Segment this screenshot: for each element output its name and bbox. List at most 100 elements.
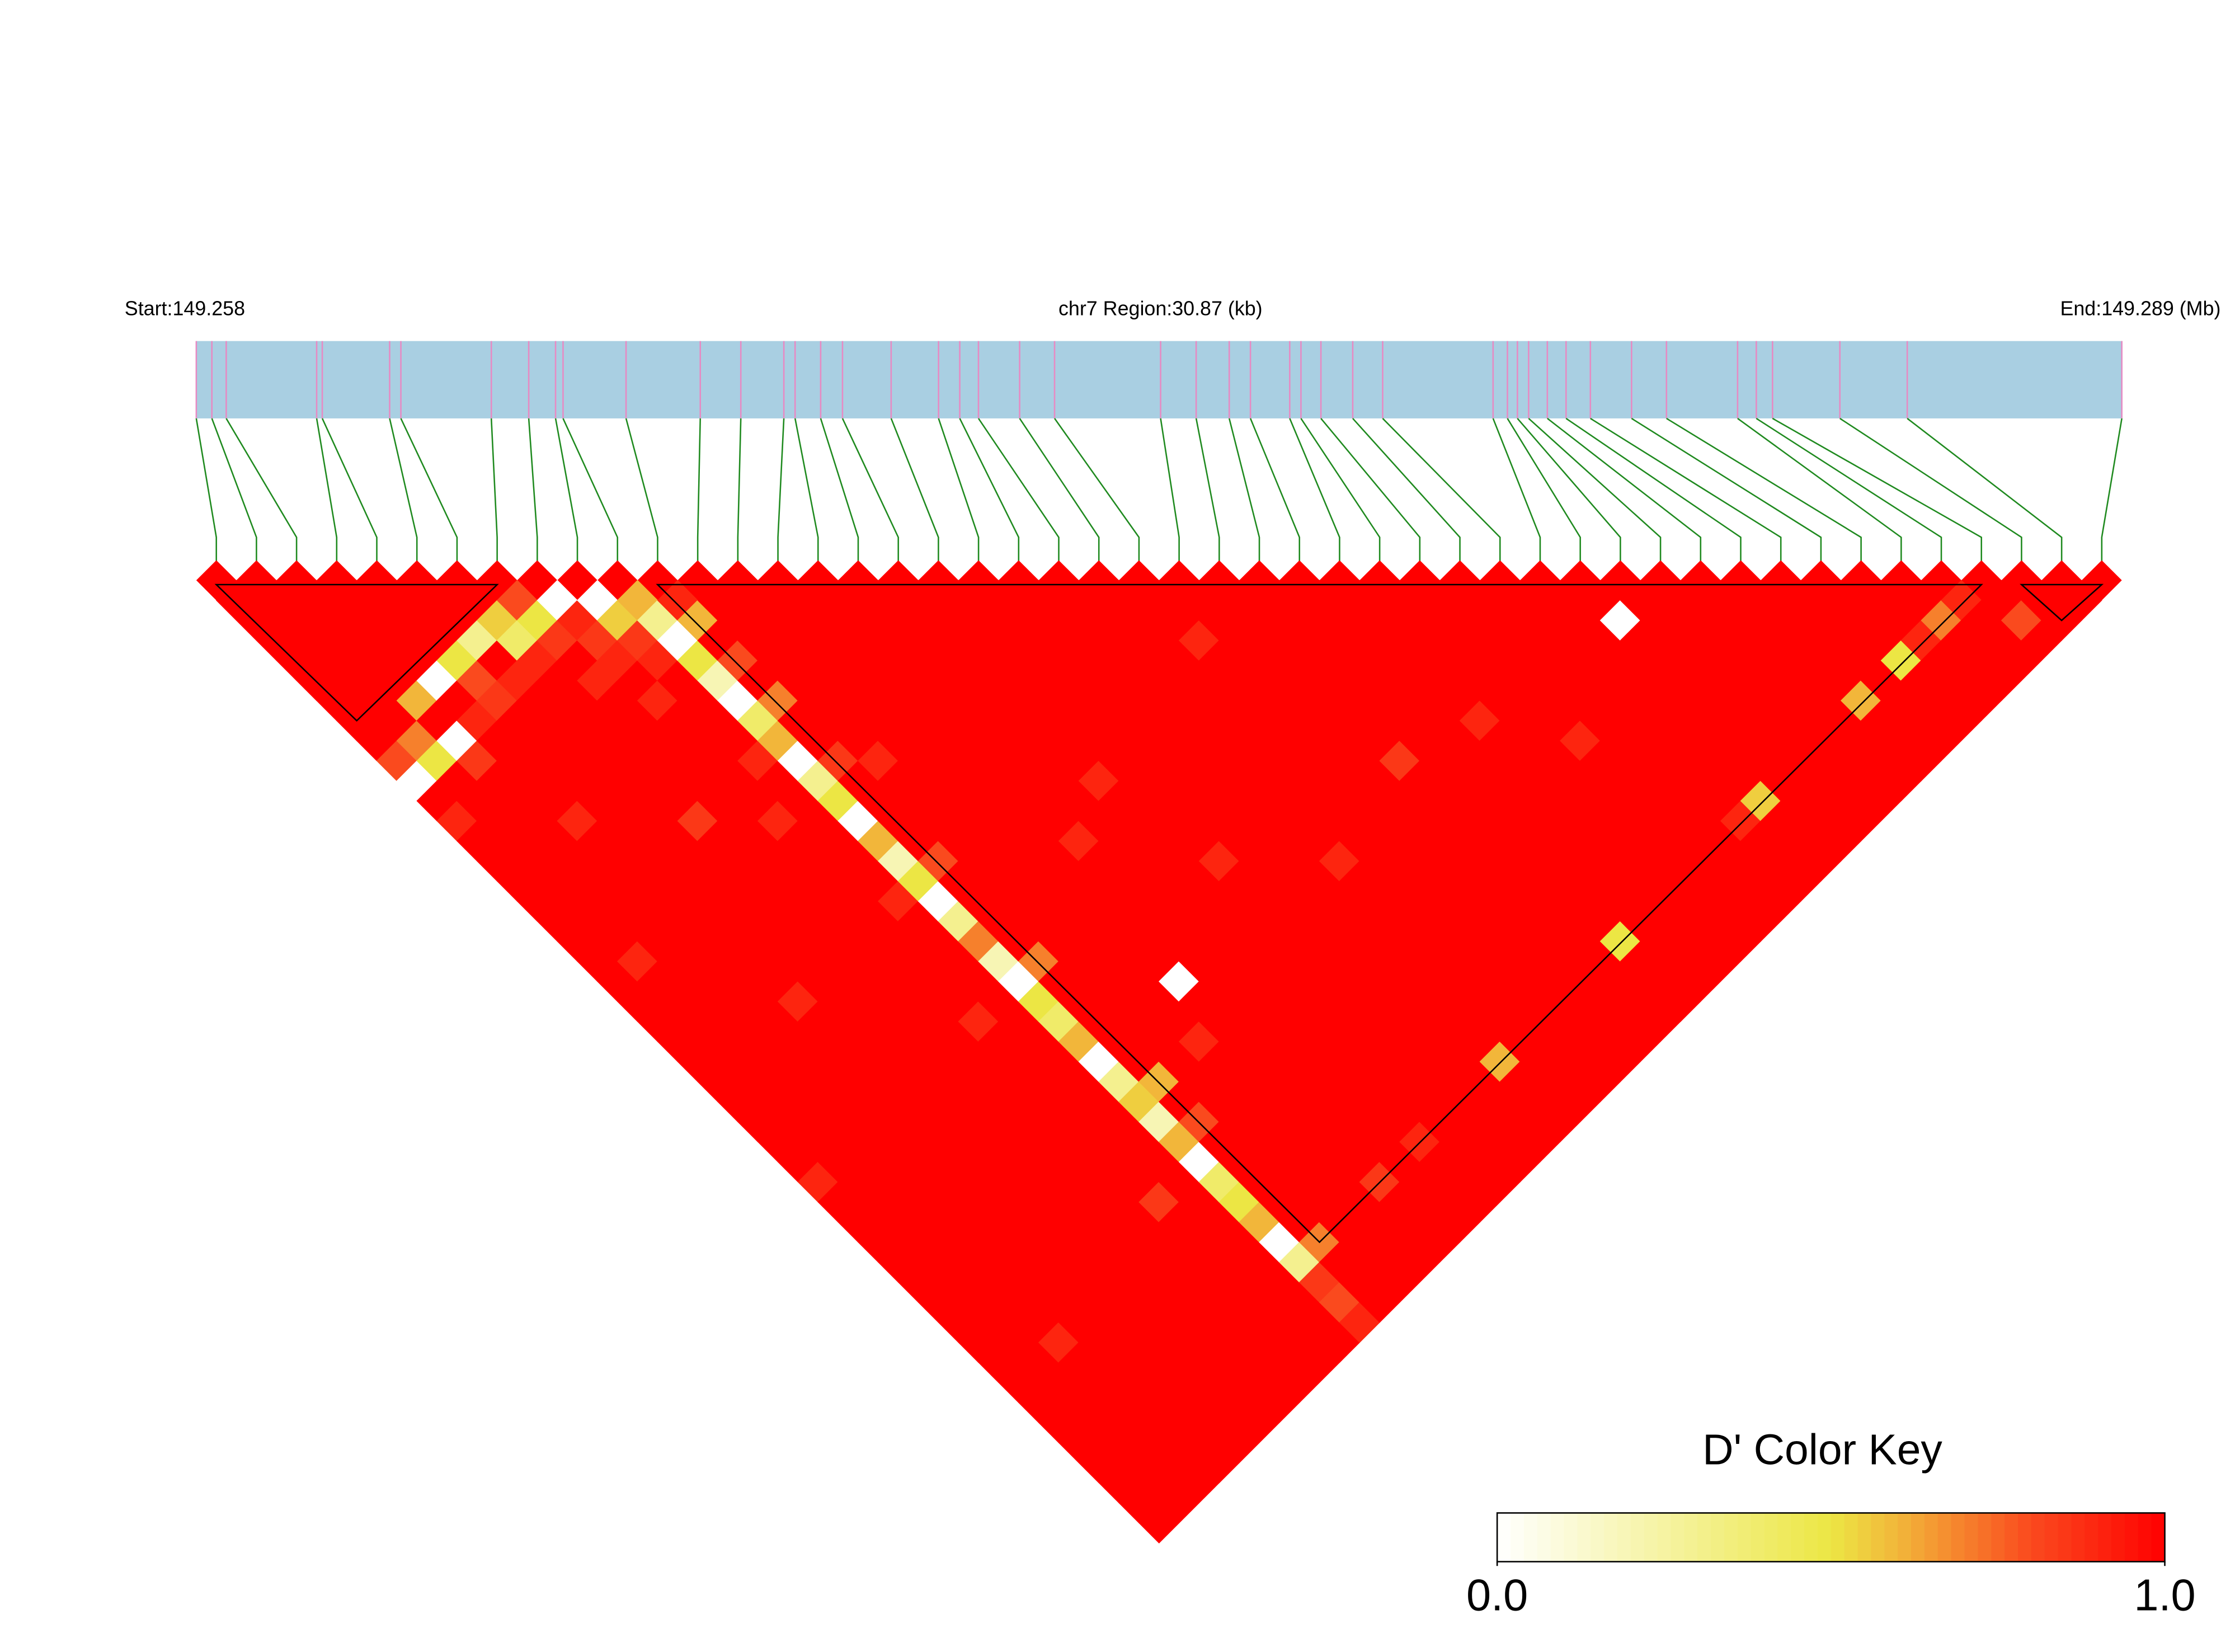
- ld-cell: [1599, 800, 1641, 842]
- ld-cell: [1840, 800, 1882, 842]
- snp-connector: [1228, 418, 1260, 562]
- ld-cell: [917, 640, 959, 681]
- ld-cell: [657, 901, 698, 942]
- snp-connector: [400, 418, 458, 562]
- color-key-step: [1591, 1513, 1605, 1562]
- ld-cell: [1439, 1001, 1481, 1042]
- ld-cell: [276, 640, 317, 681]
- position-track: [196, 341, 2122, 418]
- ld-cell: [1038, 680, 1080, 722]
- ld-cell: [1700, 901, 1742, 942]
- ld-cell: [1038, 1201, 1080, 1243]
- color-key-step: [1604, 1513, 1618, 1562]
- ld-cell: [1479, 1001, 1521, 1042]
- ld-cell: [717, 680, 759, 722]
- ld-cell: [1359, 1001, 1400, 1042]
- ld-cell: [958, 680, 999, 722]
- ld-cell: [1218, 580, 1260, 621]
- color-key-step: [1644, 1513, 1658, 1562]
- snp-connector: [1320, 418, 1421, 562]
- ld-cell: [837, 640, 879, 681]
- end-label: End:149.289 (Mb): [2060, 298, 2220, 320]
- block-outline: [656, 583, 1983, 1244]
- ld-cell: [1860, 780, 1902, 822]
- ld-cell: [1018, 1382, 1060, 1423]
- ld-cell: [858, 1182, 899, 1223]
- ld-cell: [737, 620, 779, 661]
- color-key-title: D' Color Key: [1702, 1425, 1942, 1474]
- ld-cell: [1399, 1201, 1441, 1243]
- ld-cell: [1359, 680, 1400, 722]
- color-key-step: [2017, 1513, 2032, 1562]
- snp-connector: [1382, 418, 1501, 562]
- color-key-step: [1577, 1513, 1592, 1562]
- color-key-step: [1777, 1513, 1792, 1562]
- ld-cell: [1018, 620, 1060, 661]
- color-key-step: [1657, 1513, 1672, 1562]
- snp-connector: [820, 418, 859, 562]
- ld-cell: [837, 1001, 879, 1042]
- snp-connector: [1907, 417, 2063, 562]
- color-key-step: [1737, 1513, 1752, 1562]
- ld-cell: [1499, 1101, 1541, 1142]
- color-key-step: [2124, 1513, 2139, 1562]
- ld-cell: [1018, 1182, 1060, 1223]
- ld-cell: [597, 800, 638, 842]
- start-label: Start:149.258: [125, 298, 245, 320]
- ld-cell: [737, 901, 779, 942]
- ld-cell: [817, 580, 859, 621]
- ld-cell: [737, 1101, 779, 1142]
- ld-cell: [858, 1101, 899, 1142]
- ld-cell: [1660, 901, 1701, 942]
- ld-cell: [1579, 901, 1621, 942]
- ld-cell: [516, 800, 558, 842]
- ld-cell: [858, 620, 899, 661]
- ld-cell: [1660, 981, 1701, 1022]
- ld-cell: [938, 700, 979, 741]
- ld-cell: [1218, 1101, 1260, 1142]
- ld-cell: [1218, 1382, 1260, 1423]
- color-key-step: [1684, 1513, 1698, 1562]
- color-key-step: [1630, 1513, 1645, 1562]
- snp-connector: [1507, 418, 1581, 562]
- ld-cell: [757, 600, 799, 641]
- ld-cell: [1459, 901, 1501, 942]
- ld-cell: [1018, 1101, 1060, 1142]
- ld-cell: [1519, 1001, 1561, 1042]
- ld-cell: [1780, 860, 1822, 902]
- color-key-step: [1951, 1513, 1965, 1562]
- ld-cell: [1379, 1101, 1420, 1142]
- ld-cell: [1359, 600, 1400, 641]
- ld-cell: [1560, 800, 1601, 842]
- ld-cell: [1419, 580, 1461, 621]
- color-key-step: [1884, 1513, 1899, 1562]
- ld-cell: [537, 901, 578, 942]
- snp-connector: [1631, 417, 1822, 562]
- snp-connector: [1528, 417, 1662, 562]
- ld-cell: [1198, 600, 1240, 641]
- ld-cell: [917, 800, 959, 842]
- ld-cell: [938, 901, 979, 942]
- ld-cell: [1439, 1201, 1481, 1243]
- snp-connector: [225, 418, 298, 562]
- ld-cell: [958, 600, 999, 641]
- ld-cell: [1760, 800, 1801, 842]
- color-key-tick-label: 0.0: [1466, 1570, 1528, 1620]
- color-key-step: [1911, 1513, 1925, 1562]
- ld-cell: [1419, 700, 1461, 741]
- ld-cell: [1519, 800, 1561, 842]
- color-key-step: [1844, 1513, 1858, 1562]
- color-key-step: [1937, 1513, 1952, 1562]
- snp-connector: [1517, 418, 1621, 562]
- color-key-step: [1831, 1513, 1845, 1562]
- ld-cell: [1479, 800, 1521, 842]
- ld-cell: [1198, 640, 1240, 681]
- ld-cell: [2061, 580, 2102, 621]
- ld-cell: [577, 901, 618, 942]
- ld-cell: [1620, 901, 1661, 942]
- snp-connector: [1300, 418, 1381, 562]
- snp-connector: [1737, 417, 1902, 562]
- ld-cell: [1359, 640, 1400, 681]
- ld-cell: [1379, 580, 1420, 621]
- ld-cell: [938, 1182, 979, 1223]
